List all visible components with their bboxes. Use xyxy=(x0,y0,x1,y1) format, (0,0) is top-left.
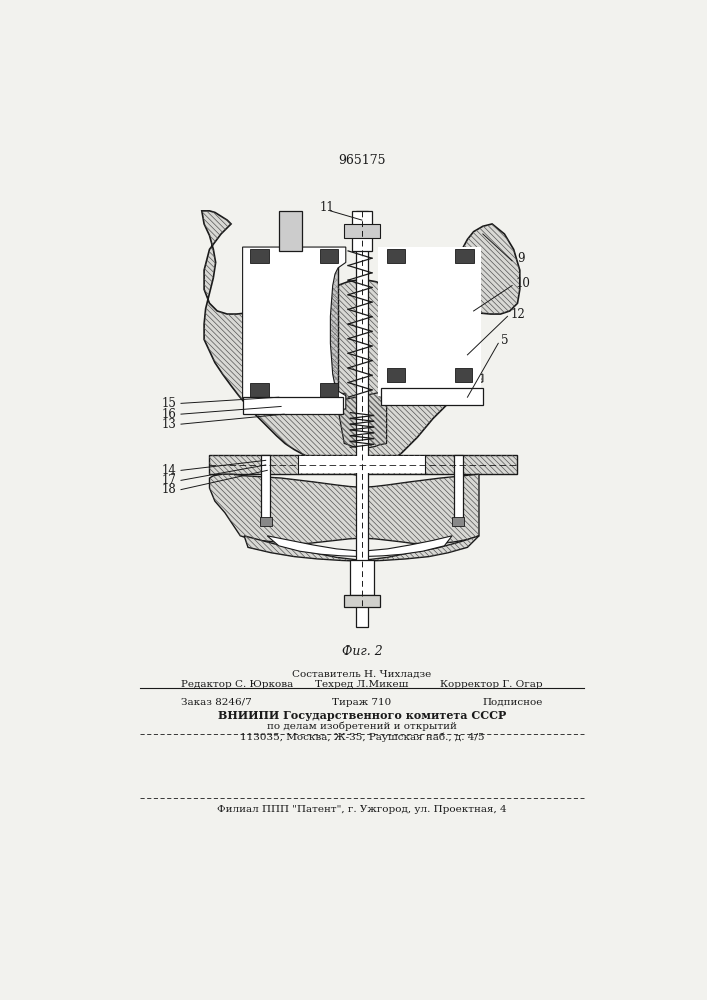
Bar xyxy=(352,211,372,251)
Text: 113035, Москва, Ж-35, Раушская наб., д. 4/5: 113035, Москва, Ж-35, Раушская наб., д. … xyxy=(240,732,484,742)
Text: Составитель Н. Чихладзе: Составитель Н. Чихладзе xyxy=(292,670,431,679)
Bar xyxy=(344,224,380,238)
Bar xyxy=(320,383,338,397)
Polygon shape xyxy=(243,247,346,413)
Text: 10: 10 xyxy=(515,277,530,290)
Text: по делам изобретений и открытий: по делам изобретений и открытий xyxy=(267,721,457,731)
Polygon shape xyxy=(243,393,346,411)
Bar xyxy=(250,383,269,397)
Text: 18: 18 xyxy=(162,483,176,496)
Bar xyxy=(259,517,272,526)
Text: 11: 11 xyxy=(320,201,334,214)
Bar xyxy=(351,560,373,595)
Bar xyxy=(452,517,464,526)
Text: 5: 5 xyxy=(501,334,508,347)
Text: Корректор Г. Огар: Корректор Г. Огар xyxy=(440,680,543,689)
Text: 12: 12 xyxy=(510,308,525,321)
Text: Заказ 8246/7: Заказ 8246/7 xyxy=(181,698,252,707)
Bar xyxy=(320,249,338,263)
Text: Филиал ППП "Патент", г. Ужгород, ул. Проектная, 4: Филиал ППП "Патент", г. Ужгород, ул. Про… xyxy=(217,805,507,814)
Bar xyxy=(344,595,380,607)
Text: 15: 15 xyxy=(161,397,176,410)
Text: 9: 9 xyxy=(518,252,525,265)
Text: 17: 17 xyxy=(161,474,176,487)
Text: Подписное: Подписное xyxy=(483,698,543,707)
Text: 14: 14 xyxy=(161,464,176,477)
Polygon shape xyxy=(267,536,452,557)
Bar xyxy=(261,455,270,524)
Text: 16: 16 xyxy=(161,408,176,421)
Polygon shape xyxy=(378,247,481,396)
Bar xyxy=(381,388,483,405)
Text: Редактор С. Юркова: Редактор С. Юркова xyxy=(181,680,293,689)
Bar xyxy=(455,368,472,382)
Polygon shape xyxy=(209,455,518,474)
Polygon shape xyxy=(209,474,479,544)
Text: Техред Л.Микеш: Техред Л.Микеш xyxy=(315,680,409,689)
Text: 965175: 965175 xyxy=(338,154,386,167)
Text: 13: 13 xyxy=(161,418,176,431)
Bar xyxy=(454,455,463,524)
Text: ВНИИПИ Государственного комитета СССР: ВНИИПИ Государственного комитета СССР xyxy=(218,710,506,721)
Bar xyxy=(387,249,405,263)
Polygon shape xyxy=(250,249,338,396)
Text: Тираж 710: Тираж 710 xyxy=(332,698,392,707)
Bar xyxy=(298,456,425,473)
Polygon shape xyxy=(378,374,483,402)
Text: Фиг. 2: Фиг. 2 xyxy=(341,645,382,658)
Polygon shape xyxy=(387,249,474,382)
Bar xyxy=(387,368,405,382)
Polygon shape xyxy=(244,536,479,561)
Bar xyxy=(250,249,269,263)
Polygon shape xyxy=(201,211,520,476)
Bar xyxy=(243,397,343,414)
Bar xyxy=(279,211,302,251)
Bar xyxy=(356,211,368,627)
Bar xyxy=(455,249,474,263)
Polygon shape xyxy=(337,391,387,448)
